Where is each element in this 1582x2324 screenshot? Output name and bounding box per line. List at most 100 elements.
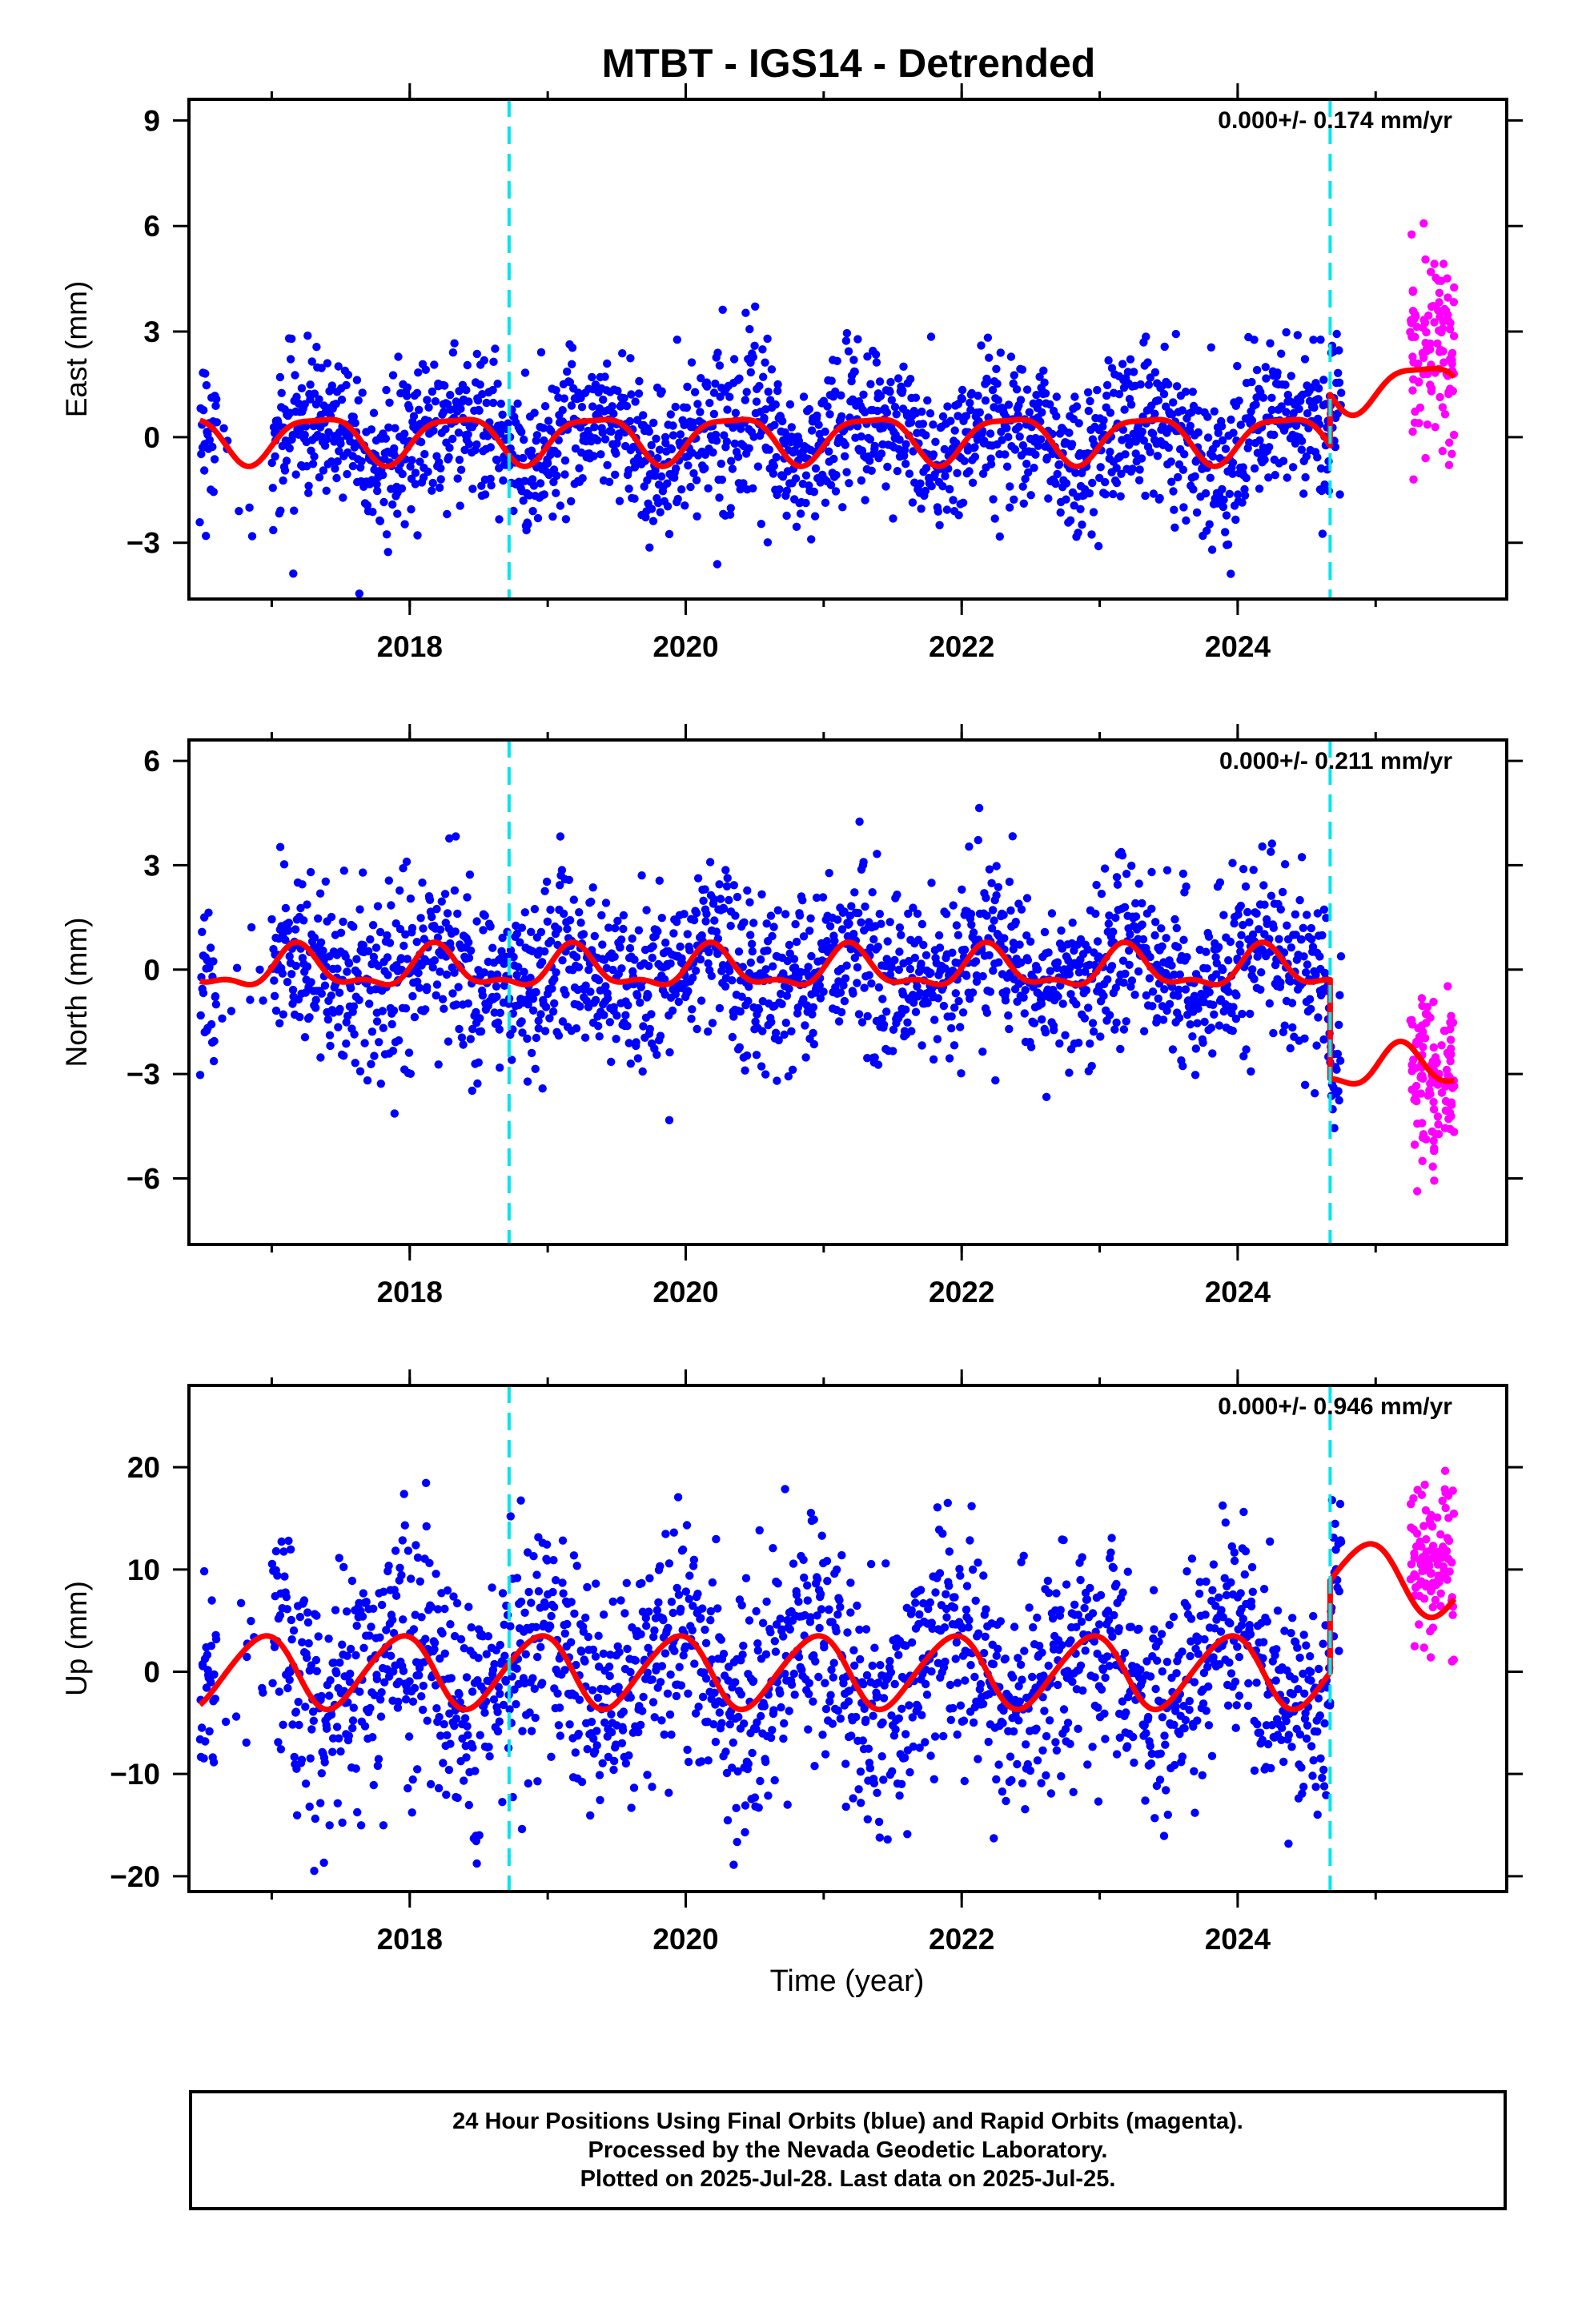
data-point-final (543, 1556, 552, 1565)
data-point-final (644, 1607, 653, 1616)
data-point-final (757, 1711, 765, 1721)
data-point-final (536, 1010, 545, 1019)
data-point-final (1096, 463, 1105, 472)
data-point-final (219, 424, 228, 432)
data-point-final (319, 947, 327, 955)
data-point-final (324, 428, 333, 436)
data-point-final (1300, 355, 1310, 364)
data-point-final (375, 1038, 383, 1047)
data-point-final (804, 1725, 813, 1734)
data-point-final (772, 452, 781, 462)
data-point-final (540, 947, 549, 956)
data-point-final (1247, 377, 1256, 387)
data-point-final (551, 1576, 560, 1585)
data-point-final (390, 451, 399, 460)
data-point-final (762, 919, 771, 928)
data-point-final (654, 1598, 663, 1607)
data-point-final (335, 1659, 344, 1667)
data-point-final (746, 958, 755, 967)
data-point-final (197, 1723, 207, 1732)
data-point-final (1004, 1011, 1013, 1020)
data-point-final (288, 985, 298, 995)
data-point-final (1024, 468, 1033, 477)
data-point-final (236, 1598, 246, 1608)
data-point-final (289, 569, 298, 578)
data-point-final (1018, 482, 1027, 491)
data-point-final (424, 403, 433, 412)
data-point-final (794, 1652, 804, 1662)
data-point-final (871, 350, 881, 359)
data-point-final (336, 928, 346, 938)
data-point-final (480, 356, 488, 365)
data-point-final (292, 1811, 302, 1819)
data-point-final (1118, 851, 1127, 860)
data-point-final (1223, 540, 1233, 549)
data-point-final (209, 488, 218, 497)
data-point-rapid (1443, 982, 1452, 991)
data-point-final (801, 471, 811, 480)
data-point-final (992, 862, 1001, 870)
data-point-final (376, 1712, 386, 1721)
data-point-final (709, 409, 719, 419)
data-point-final (693, 512, 701, 521)
data-point-final (508, 1055, 516, 1064)
data-point-final (758, 1027, 767, 1035)
data-point-final (692, 476, 701, 485)
data-point-final (569, 1551, 579, 1560)
data-point-final (626, 1693, 635, 1702)
data-point-final (1065, 970, 1074, 979)
data-point-final (488, 1583, 496, 1592)
data-point-final (311, 1655, 321, 1665)
data-point-final (948, 948, 957, 957)
data-point-final (596, 450, 605, 459)
data-point-final (484, 1632, 493, 1641)
data-point-final (1150, 409, 1159, 418)
data-point-final (843, 1628, 852, 1637)
data-point-final (744, 996, 753, 1006)
data-point-final (841, 336, 851, 345)
data-point-final (550, 999, 559, 1008)
data-point-final (211, 1695, 219, 1703)
data-point-final (1282, 328, 1291, 337)
data-point-final (1145, 974, 1154, 983)
data-point-final (195, 1071, 205, 1080)
data-point-rapid (1431, 423, 1439, 432)
data-point-final (1172, 923, 1182, 933)
data-point-final (383, 931, 391, 940)
data-point-final (540, 402, 550, 411)
data-point-final (433, 1605, 443, 1614)
data-point-final (1318, 931, 1327, 940)
data-point-final (489, 357, 498, 366)
data-point-final (405, 1677, 414, 1686)
data-point-final (399, 1615, 408, 1624)
data-point-final (1286, 1043, 1295, 1053)
data-point-final (206, 943, 215, 952)
data-point-final (709, 388, 719, 397)
data-point-final (550, 975, 559, 983)
data-point-final (681, 1587, 690, 1596)
data-point-final (335, 988, 344, 997)
data-point-final (1105, 1011, 1114, 1019)
data-point-final (316, 1799, 325, 1807)
data-point-final (552, 968, 560, 977)
data-point-final (1109, 489, 1118, 499)
data-point-final (778, 416, 787, 426)
data-point-final (1009, 939, 1018, 947)
data-point-rapid (1409, 475, 1418, 484)
data-point-final (782, 991, 792, 1000)
data-point-final (1248, 930, 1258, 939)
data-point-final (917, 919, 927, 929)
data-point-final (809, 1003, 818, 1012)
data-point-final (1034, 398, 1043, 408)
data-point-final (1229, 1003, 1238, 1011)
data-point-final (631, 397, 640, 406)
data-point-final (1334, 368, 1343, 377)
data-point-final (482, 398, 491, 408)
data-point-final (982, 911, 991, 920)
data-point-final (280, 466, 290, 475)
data-point-final (399, 1667, 408, 1675)
data-point-final (528, 475, 537, 484)
data-point-final (942, 505, 952, 514)
data-point-final (648, 942, 657, 951)
